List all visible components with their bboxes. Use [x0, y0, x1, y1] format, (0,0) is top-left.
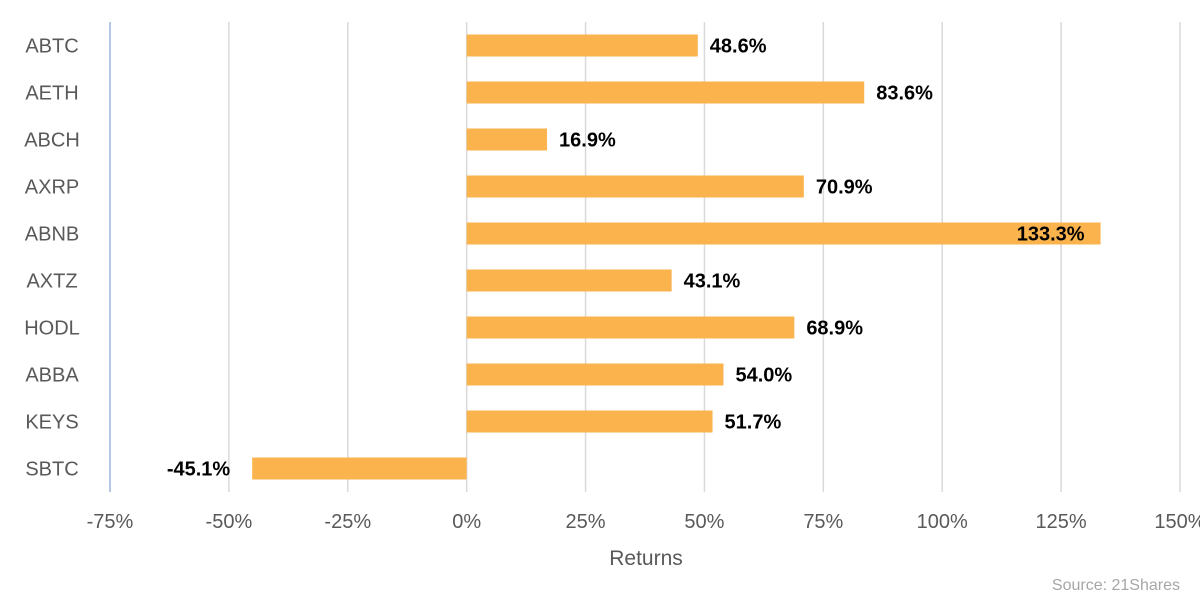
- category-label: ABNB: [25, 224, 79, 246]
- data-labels: 48.6% 83.6% 16.9% 70.9% 133.3% 43.1% 68.9% 54.0…: [167, 36, 1085, 481]
- x-tick-label: -50%: [206, 511, 253, 533]
- category-label: ABCH: [24, 130, 80, 152]
- x-tick-label: 25%: [566, 511, 606, 533]
- x-tick-label: 100%: [917, 511, 968, 533]
- x-tick-label: -75%: [87, 511, 134, 533]
- data-label: 68.9%: [806, 318, 863, 340]
- bar: [466, 222, 1101, 245]
- category-labels: ABTC AETH ABCH AXRP ABNB AXTZ HODL ABBA KEYS SBTC: [24, 36, 80, 481]
- x-tick-label: 75%: [803, 511, 843, 533]
- category-label: AXRP: [25, 177, 79, 199]
- data-label: 48.6%: [710, 36, 767, 58]
- category-label: HODL: [24, 318, 80, 340]
- data-label: 133.3%: [1017, 224, 1085, 246]
- data-label: 51.7%: [725, 412, 782, 434]
- x-tick-labels: -75% -50% -25% 0% 25% 50% 75% 100% 125% 150%: [87, 511, 1200, 533]
- bar: [466, 34, 698, 57]
- bar: [466, 175, 804, 198]
- x-tick-label: 0%: [452, 511, 481, 533]
- source-note: Source: 21Shares: [1052, 577, 1180, 594]
- bar: [466, 269, 672, 292]
- bar: [466, 363, 724, 386]
- x-tick-label: 125%: [1036, 511, 1087, 533]
- x-tick-label: 150%: [1154, 511, 1200, 533]
- data-label: 70.9%: [816, 177, 873, 199]
- category-label: ABBA: [25, 365, 79, 387]
- x-axis-title: Returns: [609, 547, 683, 570]
- category-label: ABTC: [25, 36, 78, 58]
- category-label: SBTC: [25, 459, 78, 481]
- bars: [252, 34, 1101, 480]
- data-label: 43.1%: [684, 271, 741, 293]
- category-label: KEYS: [25, 412, 78, 434]
- x-tick-label: 50%: [684, 511, 724, 533]
- x-tick-label: -25%: [324, 511, 371, 533]
- bar: [466, 316, 795, 339]
- category-label: AXTZ: [26, 271, 77, 293]
- data-label: -45.1%: [167, 459, 231, 481]
- data-label: 16.9%: [559, 130, 616, 152]
- bar: [252, 457, 467, 480]
- data-label: 54.0%: [735, 365, 792, 387]
- bar: [466, 410, 713, 433]
- data-label: 83.6%: [876, 83, 933, 105]
- bar: [466, 128, 548, 151]
- bar: [466, 81, 865, 104]
- category-label: AETH: [25, 83, 78, 105]
